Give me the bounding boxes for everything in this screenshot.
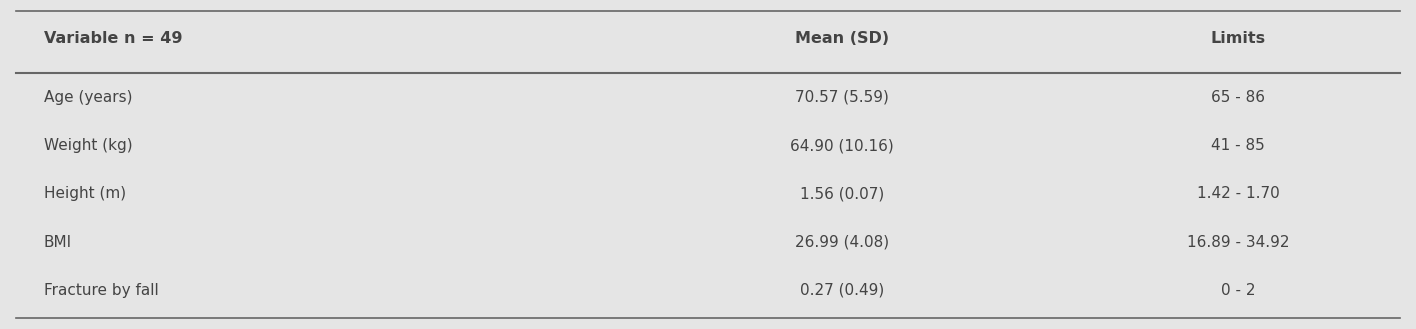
Text: 65 - 86: 65 - 86	[1211, 90, 1264, 105]
Text: Age (years): Age (years)	[44, 90, 132, 105]
Text: 41 - 85: 41 - 85	[1211, 138, 1264, 153]
Text: 1.42 - 1.70: 1.42 - 1.70	[1197, 186, 1279, 201]
Text: 16.89 - 34.92: 16.89 - 34.92	[1187, 235, 1289, 250]
Text: Height (m): Height (m)	[44, 186, 126, 201]
Text: Variable n = 49: Variable n = 49	[44, 31, 183, 46]
Text: Mean (SD): Mean (SD)	[796, 31, 889, 46]
Text: Limits: Limits	[1211, 31, 1266, 46]
Text: 1.56 (0.07): 1.56 (0.07)	[800, 186, 885, 201]
Text: 0.27 (0.49): 0.27 (0.49)	[800, 283, 885, 298]
Text: BMI: BMI	[44, 235, 72, 250]
Text: 0 - 2: 0 - 2	[1221, 283, 1255, 298]
Text: 64.90 (10.16): 64.90 (10.16)	[790, 138, 893, 153]
Text: Weight (kg): Weight (kg)	[44, 138, 133, 153]
Text: 26.99 (4.08): 26.99 (4.08)	[796, 235, 889, 250]
Text: Fracture by fall: Fracture by fall	[44, 283, 159, 298]
Text: 70.57 (5.59): 70.57 (5.59)	[796, 90, 889, 105]
